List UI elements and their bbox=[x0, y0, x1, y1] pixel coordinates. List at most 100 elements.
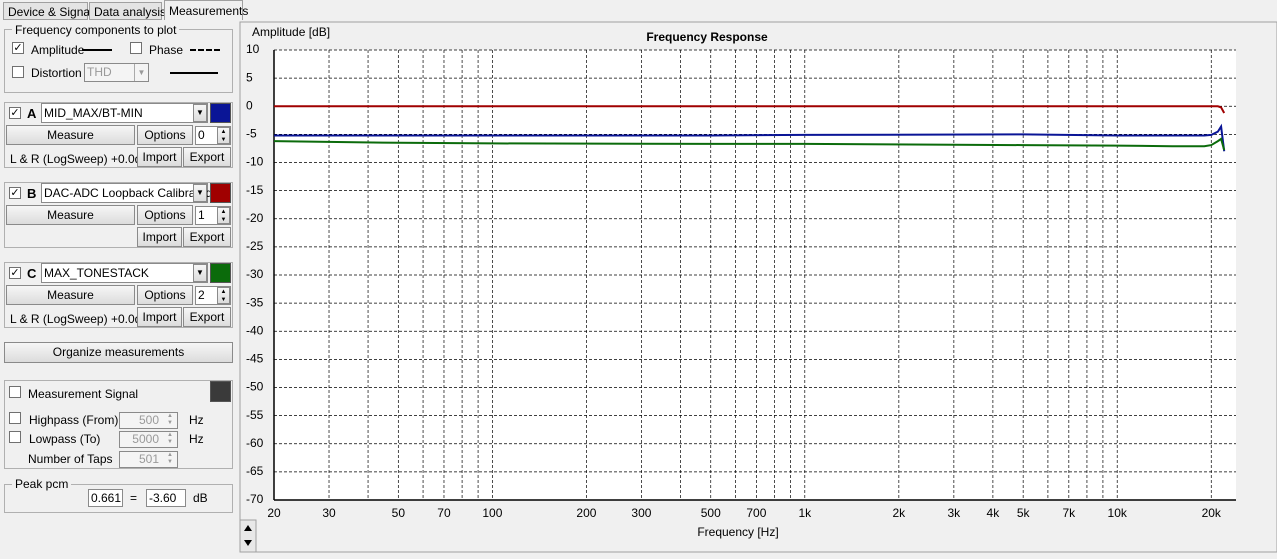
measure-button[interactable]: Measure bbox=[6, 285, 135, 305]
x-tick-label: 50 bbox=[392, 506, 406, 520]
measure-button[interactable]: Measure bbox=[6, 205, 135, 225]
dropdown-arrow[interactable]: ▼ bbox=[134, 64, 148, 81]
number-input[interactable]: 5000 bbox=[119, 431, 178, 448]
x-tick-label: 7k bbox=[1062, 506, 1076, 520]
x-tick-label: 20 bbox=[267, 506, 281, 520]
import-button[interactable]: Import bbox=[137, 227, 182, 247]
label: Highpass (From) bbox=[29, 413, 119, 427]
color-swatch[interactable] bbox=[210, 381, 231, 402]
scrollbar[interactable] bbox=[239, 519, 257, 553]
spinner-arrows[interactable]: ▲ ▼ bbox=[167, 432, 173, 445]
y-tick-label: -60 bbox=[246, 436, 264, 450]
options-button[interactable]: Options bbox=[137, 285, 193, 305]
signal-box bbox=[4, 380, 233, 469]
options-button[interactable]: Options bbox=[137, 205, 193, 225]
tab[interactable]: Device & Signal bbox=[3, 2, 93, 20]
x-tick-label: 4k bbox=[987, 506, 1001, 520]
y-tick-label: -40 bbox=[246, 323, 264, 337]
checkbox[interactable] bbox=[9, 386, 21, 398]
measurement-select[interactable]: MAX_TONESTACK bbox=[41, 263, 208, 283]
export-button[interactable]: Export bbox=[183, 307, 231, 327]
x-tick-label: 5k bbox=[1017, 506, 1031, 520]
series-line bbox=[273, 137, 1226, 151]
peak-db: -3.60 bbox=[146, 489, 186, 507]
spinner-arrows[interactable]: ▲ ▼ bbox=[167, 452, 173, 465]
y-tick-label: -70 bbox=[246, 492, 264, 506]
tab[interactable]: Data analysis bbox=[89, 2, 166, 20]
dropdown[interactable]: THD bbox=[84, 63, 149, 82]
unit: Hz bbox=[189, 432, 204, 446]
label: Distortion bbox=[31, 66, 82, 80]
group-box bbox=[4, 29, 233, 93]
y-tick-label: -5 bbox=[246, 127, 257, 141]
y-tick-label: -35 bbox=[246, 295, 264, 309]
equals: = bbox=[130, 491, 138, 505]
checkbox[interactable] bbox=[9, 412, 21, 424]
options-button[interactable]: Options bbox=[137, 125, 193, 145]
x-axis-label: Frequency [Hz] bbox=[697, 525, 778, 539]
measure-button[interactable]: Measure bbox=[6, 125, 135, 145]
y-tick-label: 5 bbox=[246, 70, 253, 84]
color-swatch[interactable] bbox=[210, 103, 231, 123]
checkbox[interactable]: ✓ bbox=[9, 267, 21, 279]
spinner-arrows[interactable]: ▲ ▼ bbox=[167, 413, 173, 426]
series-line bbox=[274, 105, 1226, 114]
y-tick-label: -15 bbox=[246, 183, 264, 197]
checkbox[interactable] bbox=[130, 42, 142, 54]
y-tick-label: -25 bbox=[246, 239, 264, 253]
dropdown-arrow[interactable]: ▼ bbox=[193, 184, 207, 202]
y-tick-label: -50 bbox=[246, 380, 264, 394]
y-tick-label: 10 bbox=[246, 42, 260, 56]
chart-title: Frequency Response bbox=[646, 30, 768, 44]
checkbox[interactable]: ✓ bbox=[12, 42, 24, 54]
import-button[interactable]: Import bbox=[137, 307, 182, 327]
peak-value: 0.661 bbox=[88, 489, 123, 507]
import-button[interactable]: Import bbox=[137, 147, 182, 167]
x-tick-label: 1k bbox=[798, 506, 812, 520]
line-sample bbox=[170, 72, 218, 74]
label: Phase bbox=[149, 43, 184, 57]
label: Lowpass (To) bbox=[29, 432, 101, 446]
y-tick-label: -10 bbox=[246, 155, 264, 169]
series-line bbox=[274, 123, 1226, 152]
dropdown-arrow[interactable]: ▼ bbox=[193, 264, 207, 282]
x-tick-label: 300 bbox=[631, 506, 651, 520]
checkbox[interactable] bbox=[12, 66, 24, 78]
checkbox[interactable] bbox=[9, 431, 21, 443]
unit: Hz bbox=[189, 413, 204, 427]
label: Measurement Signal bbox=[28, 387, 139, 401]
spinner-arrows[interactable]: ▲ ▼ bbox=[217, 127, 230, 144]
organize-button[interactable]: Organize measurements bbox=[4, 342, 233, 363]
group-title: Peak pcm bbox=[12, 477, 72, 491]
tab[interactable]: Measurements bbox=[164, 0, 248, 20]
number-input[interactable]: 500 bbox=[119, 412, 178, 429]
spinner-arrows[interactable]: ▲ ▼ bbox=[217, 287, 230, 304]
y-tick-label: 0 bbox=[246, 98, 253, 112]
scroll-arrows[interactable] bbox=[244, 525, 252, 546]
number-input[interactable]: 501 bbox=[119, 451, 178, 468]
x-tick-label: 20k bbox=[1202, 506, 1222, 520]
measurement-select[interactable]: MID_MAX/BT-MIN bbox=[41, 103, 208, 123]
x-tick-label: 10k bbox=[1108, 506, 1128, 520]
checkbox[interactable]: ✓ bbox=[9, 187, 21, 199]
x-tick-label: 3k bbox=[948, 506, 962, 520]
x-tick-label: 700 bbox=[746, 506, 766, 520]
y-axis-label: Amplitude [dB] bbox=[252, 25, 330, 39]
x-tick-label: 500 bbox=[701, 506, 721, 520]
export-button[interactable]: Export bbox=[183, 227, 231, 247]
color-swatch[interactable] bbox=[210, 183, 231, 203]
export-button[interactable]: Export bbox=[183, 147, 231, 167]
y-tick-label: -30 bbox=[246, 267, 264, 281]
y-tick-label: -45 bbox=[246, 352, 264, 366]
color-swatch[interactable] bbox=[210, 263, 231, 283]
x-tick-label: 30 bbox=[322, 506, 336, 520]
checkbox[interactable]: ✓ bbox=[9, 107, 21, 119]
unit: dB bbox=[193, 491, 208, 505]
measurement-select[interactable]: DAC-ADC Loopback Calibrated bbox=[41, 183, 212, 203]
dropdown-arrow[interactable]: ▼ bbox=[193, 104, 207, 122]
line-sample bbox=[82, 49, 112, 51]
x-tick-label: 100 bbox=[482, 506, 502, 520]
spinner-arrows[interactable]: ▲ ▼ bbox=[217, 207, 230, 224]
